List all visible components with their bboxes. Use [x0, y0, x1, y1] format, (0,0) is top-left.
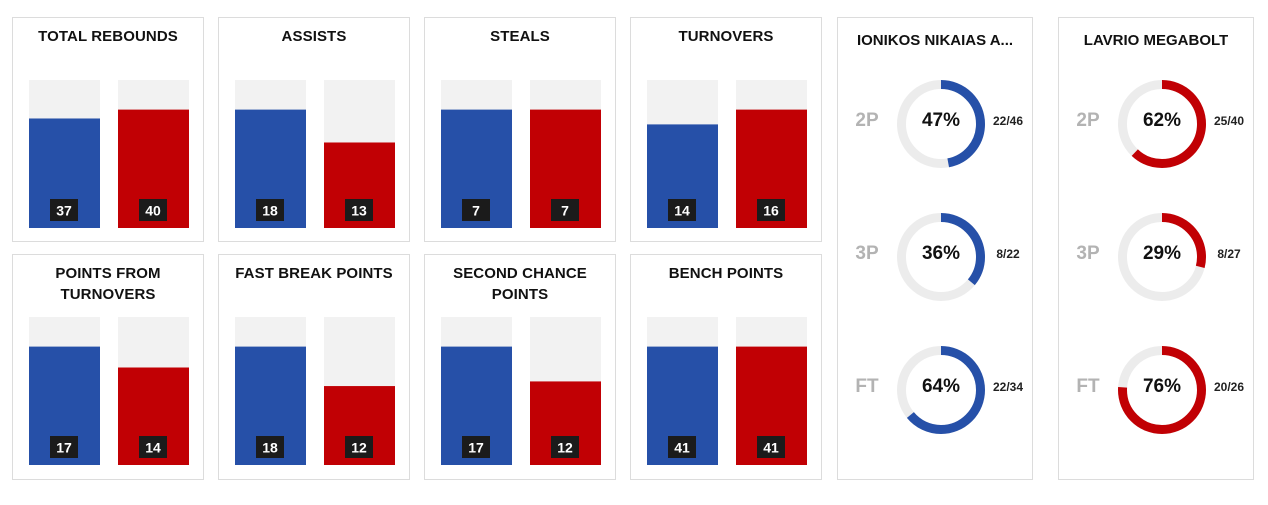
shooting-row-ft: FT 76% 20/26 [1059, 340, 1253, 440]
value-label-box [757, 436, 785, 458]
value-label-box [50, 436, 78, 458]
value-label: 12 [557, 440, 573, 456]
value-label-box [139, 199, 167, 221]
value-label: 12 [351, 440, 367, 456]
ring-fill [897, 346, 985, 434]
shot-type-label: 2P [855, 110, 879, 131]
shooting-row-3p: 3P 36% 8/22 [838, 207, 1032, 307]
shooting-row-ft: FT 64% 22/34 [838, 340, 1032, 440]
team-name: IONIKOS NIKAIAS A... [856, 32, 1014, 49]
value-label-box [256, 199, 284, 221]
stat-title: STEALS [490, 28, 550, 45]
value-label: 14 [145, 440, 161, 456]
bar-chart-bench-points: 41 41 [647, 317, 807, 465]
percentage-ring [1118, 346, 1206, 434]
bar-chart-second-chance-points: 17 12 [441, 317, 601, 465]
ring-fill [1118, 346, 1206, 434]
percentage-value: 36% [921, 243, 961, 264]
value-label: 7 [561, 203, 569, 219]
percentage-value: 29% [1142, 243, 1182, 264]
value-label-box [757, 199, 785, 221]
shot-type-label: 3P [855, 243, 879, 264]
value-label-box [551, 436, 579, 458]
percentage-ring [1118, 213, 1206, 301]
value-label-box [256, 436, 284, 458]
stat-card-turnovers: TURNOVERS 14 16 [630, 17, 822, 242]
percentage-value: 76% [1142, 376, 1182, 397]
stat-card-bench-points: BENCH POINTS 41 41 [630, 254, 822, 480]
stat-card-assists: ASSISTS 18 13 [218, 17, 410, 242]
value-label: 37 [56, 203, 72, 219]
shot-type-label: FT [855, 376, 879, 397]
value-label-box [345, 199, 373, 221]
made-attempted: 8/27 [1217, 247, 1241, 261]
value-label: 17 [56, 440, 72, 456]
value-label: 41 [674, 440, 690, 456]
percentage-ring [897, 213, 985, 301]
stat-title: POINTS FROM TURNOVERS [55, 265, 161, 303]
value-label-box [551, 199, 579, 221]
stat-title: TURNOVERS [678, 28, 774, 45]
percentage-ring [897, 80, 985, 168]
made-attempted: 22/46 [992, 114, 1024, 128]
ring-fill [897, 213, 985, 301]
value-label: 17 [468, 440, 484, 456]
stat-title: SECOND CHANCE POINTS [453, 265, 587, 303]
stat-title: ASSISTS [281, 28, 347, 45]
value-label-box [345, 436, 373, 458]
value-label-box [462, 436, 490, 458]
shot-type-label: FT [1076, 376, 1100, 397]
bar-chart-total-rebounds: 37 40 [29, 80, 189, 228]
value-label: 14 [674, 203, 690, 219]
stat-card-fast-break-points: FAST BREAK POINTS 18 12 [218, 254, 410, 480]
value-label: 18 [262, 440, 278, 456]
shooting-row-3p: 3P 29% 8/27 [1059, 207, 1253, 307]
stat-card-points-from-turnovers: POINTS FROM TURNOVERS 17 14 [12, 254, 204, 480]
percentage-value: 62% [1142, 110, 1182, 131]
ring-fill [1118, 80, 1206, 168]
value-label: 16 [763, 203, 779, 219]
made-attempted: 20/26 [1213, 380, 1245, 394]
bar-chart-points-from-turnovers: 17 14 [29, 317, 189, 465]
stat-title: FAST BREAK POINTS [235, 265, 393, 282]
shooting-row-2p: 2P 62% 25/40 [1059, 74, 1253, 174]
stat-title: BENCH POINTS [668, 265, 784, 282]
percentage-ring [897, 346, 985, 434]
ring-fill [1118, 213, 1206, 301]
made-attempted: 8/22 [996, 247, 1020, 261]
value-label: 18 [262, 203, 278, 219]
bar-chart-assists: 18 13 [235, 80, 395, 228]
ring-fill [897, 80, 985, 168]
value-label: 7 [472, 203, 480, 219]
bar-chart-fast-break-points: 18 12 [235, 317, 395, 465]
stat-title: TOTAL REBOUNDS [38, 28, 178, 45]
value-label-box [462, 199, 490, 221]
shooting-card-away: LAVRIO MEGABOLT 2P 62% 25/40 3P 29% 8/27… [1058, 17, 1254, 480]
percentage-ring [1118, 80, 1206, 168]
value-label-box [50, 199, 78, 221]
percentage-value: 47% [921, 110, 961, 131]
made-attempted: 22/34 [992, 380, 1024, 394]
value-label-box [139, 436, 167, 458]
value-label: 41 [763, 440, 779, 456]
value-label: 13 [351, 203, 367, 219]
shooting-card-home: IONIKOS NIKAIAS A... 2P 47% 22/46 3P 36%… [837, 17, 1033, 480]
team-name: LAVRIO MEGABOLT [1083, 32, 1229, 49]
bar-chart-turnovers: 14 16 [647, 80, 807, 228]
stat-card-second-chance-points: SECOND CHANCE POINTS 17 12 [424, 254, 616, 480]
value-label-box [668, 199, 696, 221]
shot-type-label: 3P [1076, 243, 1100, 264]
value-label: 40 [145, 203, 161, 219]
shot-type-label: 2P [1076, 110, 1100, 131]
percentage-value: 64% [921, 376, 961, 397]
stat-card-total-rebounds: TOTAL REBOUNDS 37 40 [12, 17, 204, 242]
shooting-row-2p: 2P 47% 22/46 [838, 74, 1032, 174]
made-attempted: 25/40 [1213, 114, 1245, 128]
value-label-box [668, 436, 696, 458]
